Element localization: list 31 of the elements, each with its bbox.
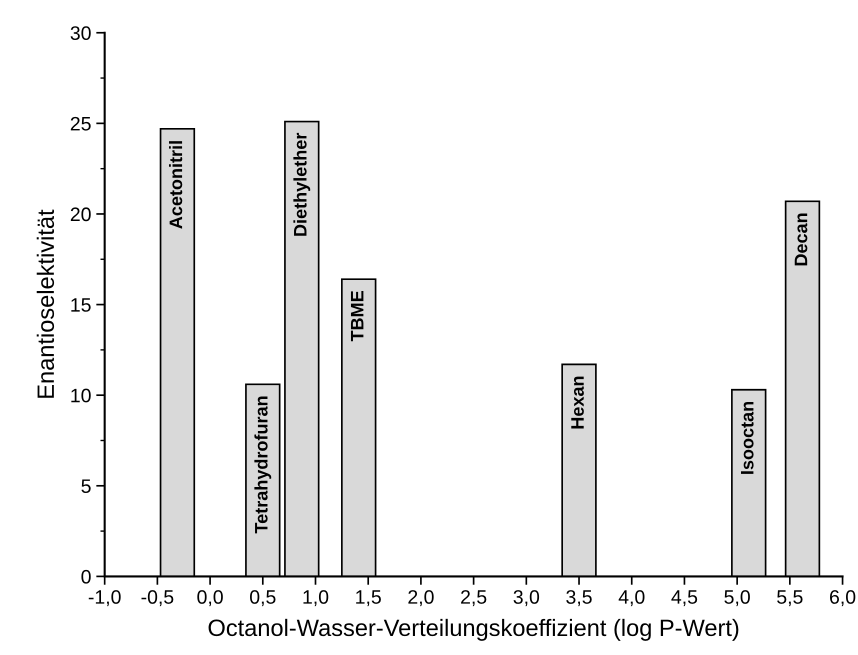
y-tick-label: 10 (71, 388, 91, 402)
x-tick-label: 0,5 (250, 590, 276, 606)
y-tick-label: 30 (70, 26, 91, 40)
y-tick-label: 0 (81, 570, 91, 584)
y-axis-title: Enantioselektivität (36, 210, 54, 398)
annotation: Diethylether (293, 132, 310, 236)
x-tick-label: 5,5 (777, 590, 803, 606)
annotation: Decan (794, 214, 808, 266)
x-tick-label: 1,0 (303, 590, 328, 606)
x-tick-label: 3,5 (566, 590, 592, 606)
x-axis-title: Octanol-Wasser-Verteilungskoeffizient (log P-Wert) (208, 618, 738, 641)
x-tick-label: 2,5 (461, 590, 486, 606)
x-tick-label: 4,5 (671, 590, 698, 606)
x-tick-label: 0,0 (197, 590, 223, 606)
x-tick-label: 1,5 (356, 590, 381, 606)
y-tick-label: 25 (70, 116, 91, 131)
annotation: Hexan (571, 376, 584, 428)
annotation: TBME (350, 291, 364, 342)
y-tick-label: 5 (81, 479, 91, 494)
x-tick-label: 5,0 (724, 590, 750, 606)
annotation: Acetonitril (168, 141, 182, 229)
y-tick-label: 15 (71, 298, 91, 312)
x-tick-label: 2,0 (408, 590, 434, 606)
annotation: Tetrahydrofuran (254, 396, 272, 534)
x-tick-label: 3,0 (514, 590, 540, 606)
y-tick-label: 20 (70, 207, 91, 222)
x-tick-label: -1,0 (88, 590, 121, 606)
x-tick-label: 4,0 (618, 590, 644, 606)
x-tick-label: -0,5 (141, 590, 174, 606)
x-tick-label: 6,0 (830, 590, 856, 606)
annotation: Isooctan (740, 402, 754, 474)
